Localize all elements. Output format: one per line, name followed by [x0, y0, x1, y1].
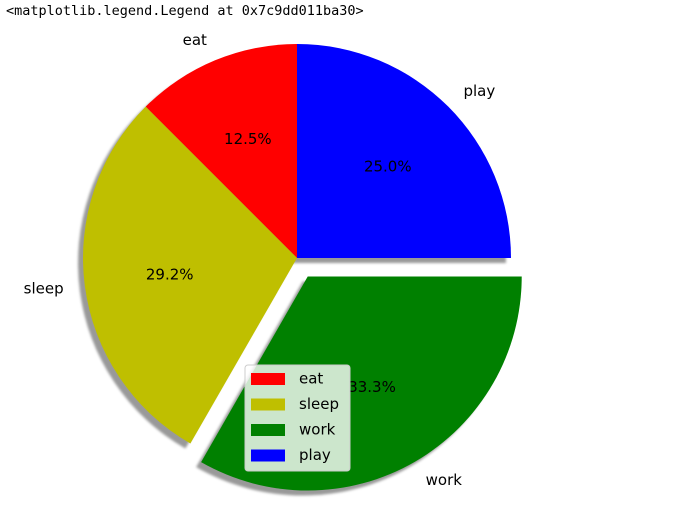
category-labels: eat sleep work play: [24, 31, 496, 489]
category-label-eat: eat: [183, 31, 207, 49]
legend-label-eat: eat: [299, 370, 323, 388]
percent-label-sleep: 29.2%: [146, 265, 194, 283]
legend-swatch-play: [251, 449, 285, 462]
pie-slice-sleep: [83, 106, 297, 444]
pie-slice-play: [297, 44, 511, 258]
legend-swatch-work: [251, 424, 285, 436]
pie-slice-eat: [145, 44, 297, 258]
legend-label-work: work: [299, 421, 336, 439]
percent-label-work: 33.3%: [348, 378, 396, 396]
legend-label-sleep: sleep: [299, 395, 339, 413]
category-label-sleep: sleep: [24, 279, 64, 297]
percent-label-play: 25.0%: [364, 158, 412, 176]
category-label-play: play: [463, 82, 495, 100]
legend: eat sleep work play: [244, 364, 351, 472]
legend-swatch-sleep: [251, 398, 285, 411]
category-label-work: work: [426, 471, 463, 489]
legend-frame: [244, 364, 351, 472]
legend-label-play: play: [299, 446, 331, 464]
percent-label-eat: 12.5%: [224, 130, 272, 148]
legend-swatch-eat: [251, 373, 285, 385]
percent-labels: 12.5% 29.2% 33.3% 25.0%: [146, 130, 412, 396]
cell-output-text: <matplotlib.legend.Legend at 0x7c9dd011b…: [6, 3, 364, 19]
